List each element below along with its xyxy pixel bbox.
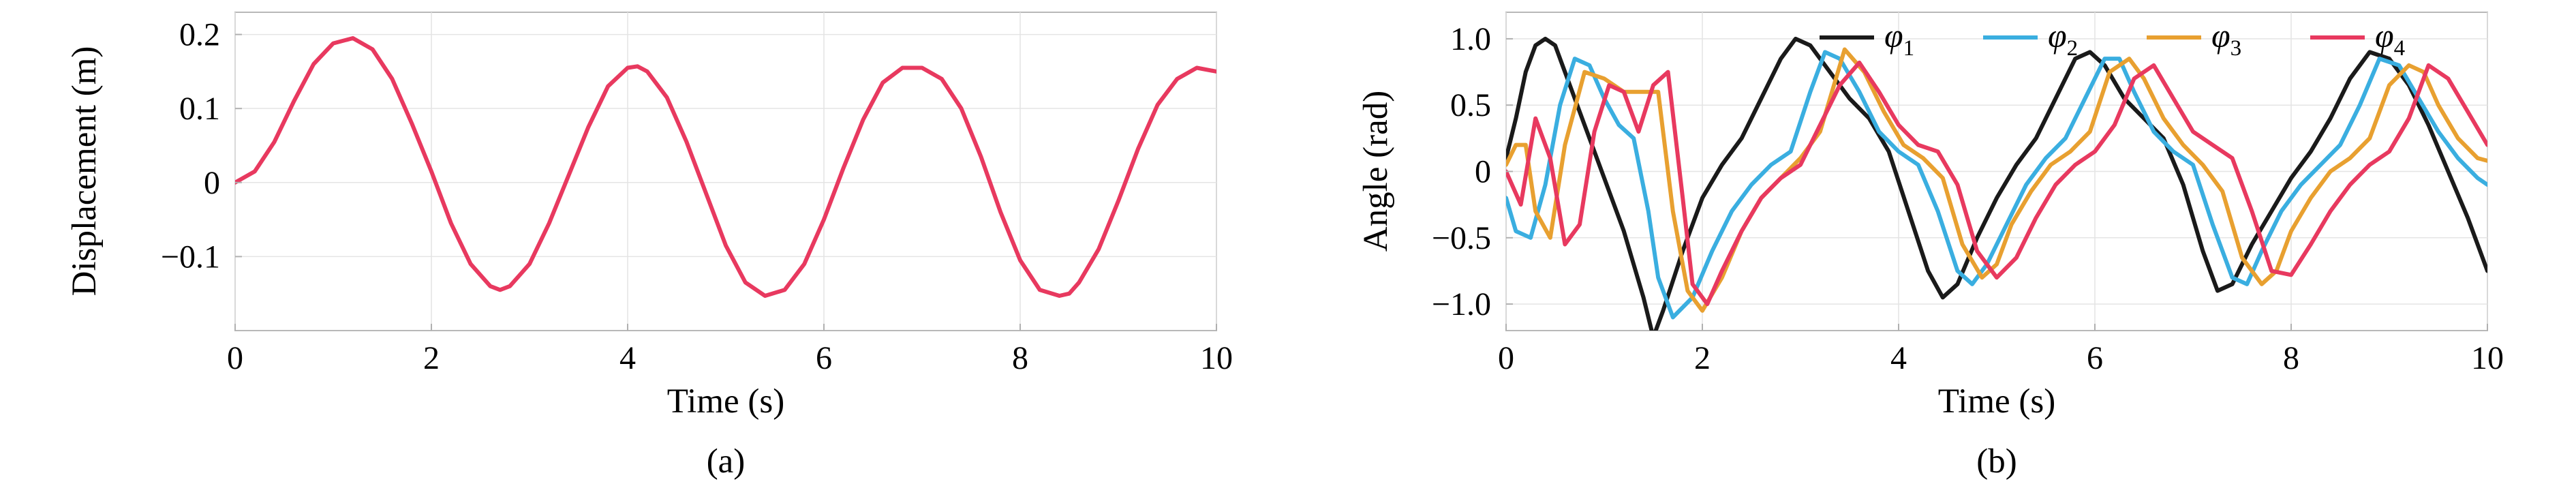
x-tick-label: 0	[227, 340, 243, 376]
y-tick-label: 0.2	[179, 17, 220, 53]
panel-a-displacement-chart: 0 2 4 6 8 10 −0.1 0 0.1 0.2 Time (s) Displacement (…	[65, 12, 1233, 481]
y-tick-label: 1.0	[1450, 21, 1491, 57]
x-tick-label: 4	[619, 340, 636, 376]
plot-area	[234, 12, 1217, 331]
x-tick-label: 0	[1498, 340, 1514, 376]
x-tick-label: 6	[2087, 340, 2103, 376]
x-tick-label: 2	[423, 340, 440, 376]
y-axis-title: Angle (rad)	[1357, 91, 1395, 252]
series-group	[1506, 36, 2487, 331]
y-tick-label: 0.1	[179, 91, 220, 127]
series-line-1	[1506, 36, 2487, 331]
x-tick-label: 10	[1200, 340, 1233, 376]
y-tick-label: 0.5	[1450, 87, 1491, 123]
series-line-1	[235, 36, 1216, 298]
y-tick-label: −0.1	[161, 239, 220, 275]
panel-caption: (a)	[707, 442, 746, 481]
y-tick-label: 0	[204, 165, 220, 201]
x-tick-label: 8	[2283, 340, 2299, 376]
panel-b-angle-chart: 0 2 4 6 8 10 −1.0 −0.5 0 0.5 1.0 Time (s) Angle (rad…	[1357, 12, 2504, 481]
x-tick-label: 4	[1890, 340, 1907, 376]
series-line-2	[1506, 50, 2487, 320]
x-tick-label: 6	[816, 340, 832, 376]
x-tick-label: 8	[1012, 340, 1028, 376]
x-tick-label: 10	[2471, 340, 2504, 376]
y-axis-title: Displacement (m)	[65, 46, 104, 297]
series-group	[235, 36, 1216, 298]
x-axis-title: Time (s)	[1938, 382, 2055, 421]
legend-label-3: φ3	[2211, 16, 2241, 61]
y-tick-label: 0	[1475, 154, 1491, 190]
y-tick-label: −1.0	[1432, 286, 1491, 322]
x-tick-label: 2	[1694, 340, 1711, 376]
panel-caption: (b)	[1976, 442, 2017, 481]
series-line-4	[1506, 60, 2487, 307]
x-axis-title: Time (s)	[667, 382, 784, 421]
y-tick-label: −0.5	[1432, 220, 1491, 256]
